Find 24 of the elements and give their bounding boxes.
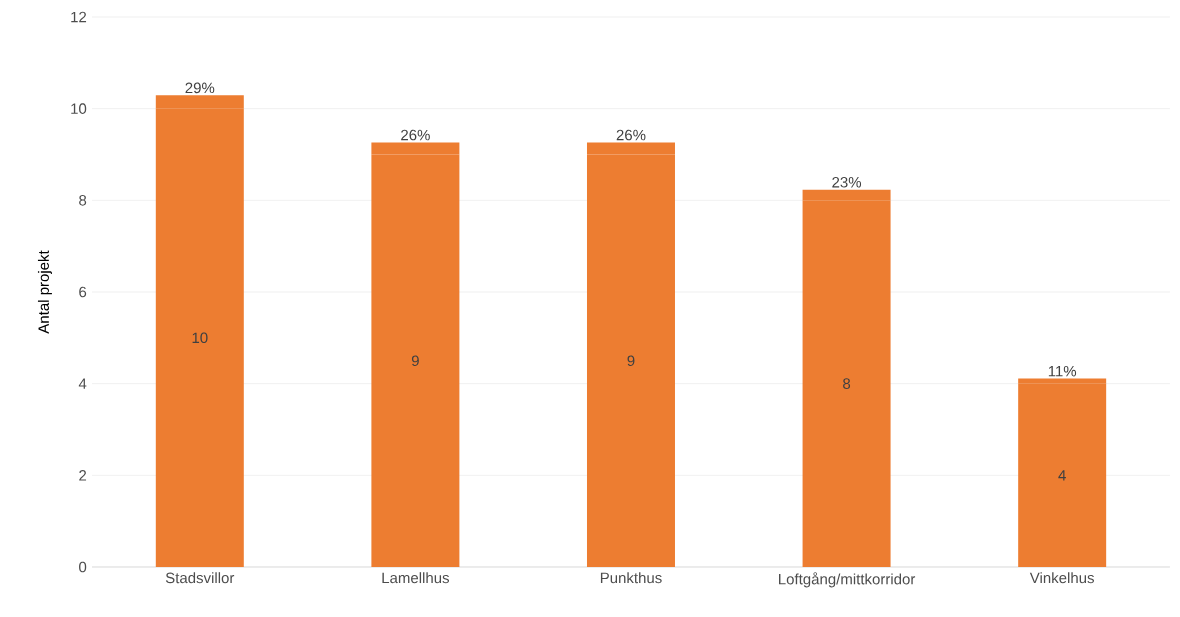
- y-tick-label: 4: [78, 378, 87, 389]
- y-tick-label: 8: [79, 195, 87, 206]
- data-label: 26%: [401, 129, 430, 141]
- data-label: 8: [843, 378, 851, 389]
- y-axis-title: Antal projekt: [37, 250, 52, 334]
- x-tick-label: Punkthus: [600, 572, 662, 584]
- y-tick-label: 12: [71, 11, 87, 23]
- bar: [1018, 383, 1107, 567]
- y-tick-label: 10: [71, 103, 87, 114]
- y-tick-label: 6: [79, 286, 87, 298]
- data-label: 10: [192, 332, 208, 344]
- x-tick-label: Stadsvillor: [165, 572, 235, 584]
- data-label: 9: [411, 355, 419, 367]
- x-tick-label: Loftgång/mittkorridor: [779, 572, 916, 588]
- y-tick-label: 0: [79, 561, 87, 573]
- data-label: 26%: [616, 129, 646, 141]
- x-tick-label: Vinkelhus: [1029, 572, 1094, 584]
- data-label: 9: [627, 355, 635, 367]
- data-label: 11%: [1048, 365, 1077, 377]
- data-label: 23%: [832, 176, 862, 188]
- data-label: 4: [1058, 470, 1066, 481]
- y-tick-label: 2: [79, 470, 87, 481]
- x-tick-label: Lamellhus: [382, 572, 450, 584]
- data-label: 29%: [185, 82, 215, 94]
